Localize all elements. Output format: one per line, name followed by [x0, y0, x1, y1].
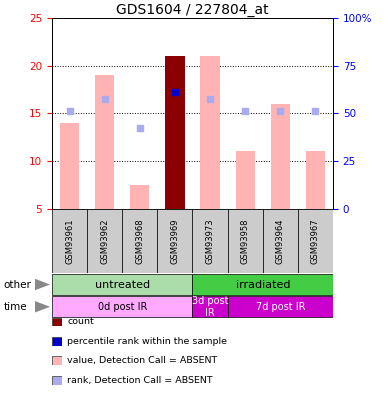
Point: [242, 108, 248, 115]
Bar: [201, 56, 220, 209]
Text: GSM93961: GSM93961: [65, 218, 74, 264]
Text: GSM93962: GSM93962: [100, 218, 109, 264]
Point: [312, 108, 318, 115]
Bar: [236, 151, 255, 209]
Text: 3d post
IR: 3d post IR: [192, 296, 228, 318]
Bar: [157, 209, 192, 273]
Bar: [192, 274, 333, 295]
Bar: [165, 56, 184, 209]
Bar: [271, 104, 290, 209]
Point: [102, 96, 108, 102]
Bar: [130, 185, 149, 209]
Bar: [52, 209, 87, 273]
Point: [277, 108, 283, 115]
Text: irradiated: irradiated: [236, 279, 290, 290]
Bar: [192, 209, 228, 273]
Bar: [122, 209, 157, 273]
Text: 0d post IR: 0d post IR: [97, 302, 147, 312]
Polygon shape: [35, 279, 50, 290]
Bar: [60, 123, 79, 209]
Bar: [95, 75, 114, 209]
Point: [137, 124, 143, 131]
Text: count: count: [67, 318, 94, 326]
Text: time: time: [4, 302, 27, 312]
Bar: [52, 274, 192, 295]
Text: 7d post IR: 7d post IR: [256, 302, 305, 312]
Text: value, Detection Call = ABSENT: value, Detection Call = ABSENT: [67, 356, 218, 365]
Bar: [228, 209, 263, 273]
Title: GDS1604 / 227804_at: GDS1604 / 227804_at: [116, 3, 269, 17]
Bar: [263, 209, 298, 273]
Point: [207, 96, 213, 102]
Text: untreated: untreated: [95, 279, 150, 290]
Bar: [52, 296, 192, 318]
Point: [67, 108, 73, 115]
Text: GSM93969: GSM93969: [171, 218, 179, 264]
Polygon shape: [35, 301, 50, 313]
Point: [172, 89, 178, 96]
Bar: [228, 296, 333, 318]
Text: GSM93964: GSM93964: [276, 218, 285, 264]
Text: GSM93967: GSM93967: [311, 218, 320, 264]
Text: percentile rank within the sample: percentile rank within the sample: [67, 337, 228, 346]
Bar: [306, 151, 325, 209]
Text: rank, Detection Call = ABSENT: rank, Detection Call = ABSENT: [67, 376, 213, 385]
Bar: [192, 296, 228, 318]
Text: GSM93968: GSM93968: [135, 218, 144, 264]
Text: other: other: [4, 279, 32, 290]
Bar: [298, 209, 333, 273]
Bar: [87, 209, 122, 273]
Text: GSM93973: GSM93973: [206, 218, 214, 264]
Text: GSM93958: GSM93958: [241, 218, 250, 264]
